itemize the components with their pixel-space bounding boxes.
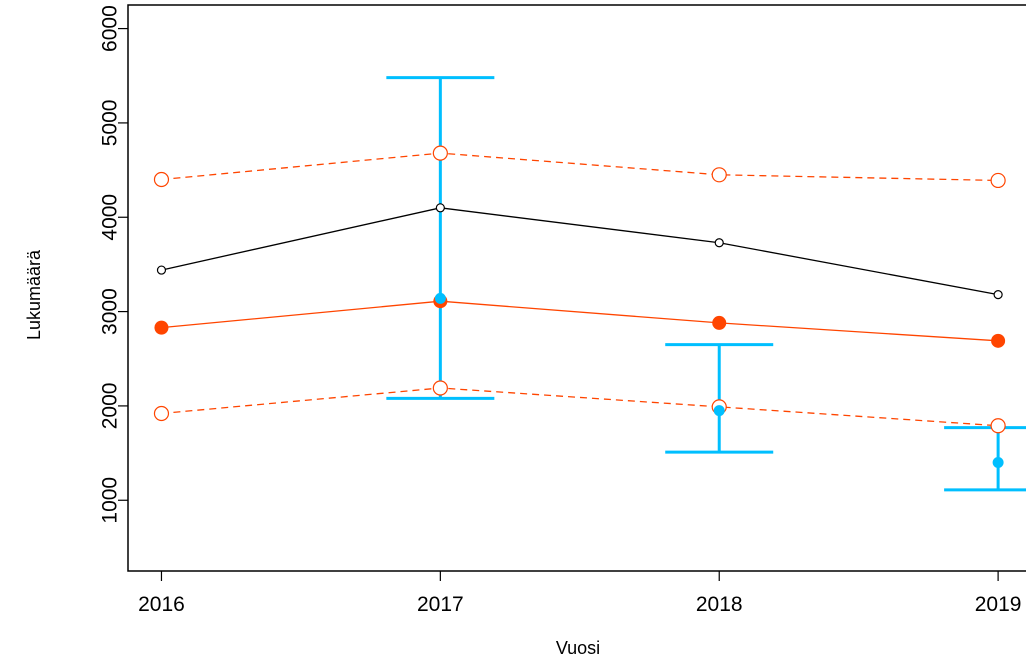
- error-bars-layer: [386, 76, 1026, 492]
- y-tick-label: 3000: [98, 288, 121, 335]
- x-tick-label: 2016: [138, 593, 185, 616]
- series-point: [156, 265, 167, 275]
- series-point: [435, 203, 445, 213]
- y-tick-label: 2000: [98, 383, 121, 430]
- plot-frame: [127, 4, 1026, 572]
- series-points-layer: [153, 145, 1006, 469]
- axes-layer: 1000 2000 3000 4000 5000 6000 2016 2017 2018 2019: [98, 4, 1026, 616]
- series-line: [161, 207, 999, 296]
- y-tick-label: 1000: [98, 477, 121, 524]
- series-point: [432, 380, 448, 396]
- series-point: [432, 145, 448, 161]
- y-axis-title: Lukumäärä: [24, 249, 44, 340]
- estimate-point: [434, 292, 446, 304]
- series-point: [153, 171, 170, 188]
- y-tick-label: 5000: [98, 100, 121, 147]
- series-point: [711, 167, 727, 183]
- series-point: [993, 290, 1003, 300]
- series-point: [714, 238, 724, 248]
- estimate-point: [992, 457, 1004, 469]
- x-tick-label: 2019: [975, 593, 1022, 616]
- series-line: [161, 387, 999, 427]
- series-point: [154, 320, 169, 335]
- x-tick-label: 2018: [696, 593, 743, 616]
- estimate-point: [713, 405, 725, 417]
- series-lines-layer: [161, 152, 999, 427]
- series-point: [991, 333, 1006, 348]
- series-point: [990, 172, 1006, 189]
- x-tick-label: 2017: [417, 593, 464, 616]
- y-tick-label: 6000: [98, 5, 121, 52]
- series-line: [161, 152, 999, 182]
- x-axis-title: Vuosi: [556, 638, 600, 658]
- y-tick-label: 4000: [98, 194, 121, 241]
- series-point: [712, 315, 727, 330]
- series-point: [990, 418, 1006, 434]
- series-line: [161, 300, 999, 342]
- series-point: [153, 405, 170, 422]
